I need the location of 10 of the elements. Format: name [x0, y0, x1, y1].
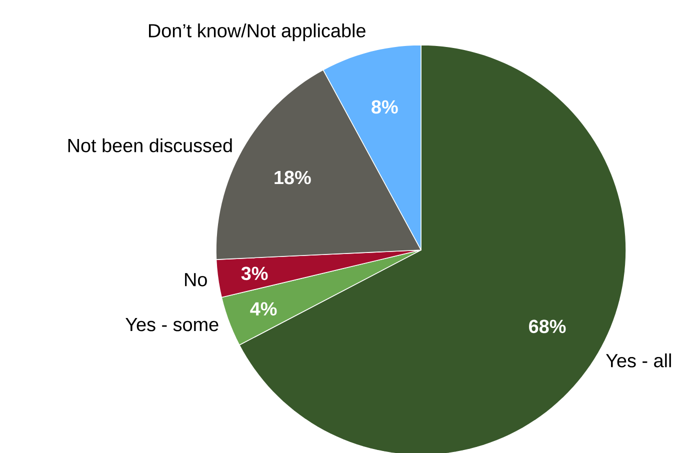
slice-label: Yes - some	[126, 318, 218, 332]
slice-label: Don’t know/Not applicable	[149, 24, 366, 42]
data-label: 68%	[529, 320, 566, 334]
slice-label: No	[185, 273, 207, 286]
slice-label: Yes - all	[606, 353, 671, 368]
data-label: 3%	[241, 266, 268, 280]
data-label: 8%	[372, 100, 398, 114]
data-label: 4%	[250, 302, 277, 316]
data-label: 18%	[274, 170, 311, 184]
slice-label: Not been discussed	[68, 138, 232, 152]
